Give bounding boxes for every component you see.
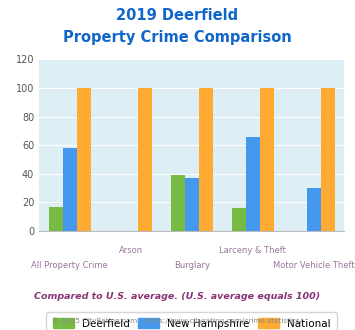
Text: Motor Vehicle Theft: Motor Vehicle Theft (273, 261, 355, 270)
Bar (77, 88, 91, 231)
Bar (49, 207, 62, 231)
Text: Larceny & Theft: Larceny & Theft (219, 246, 286, 255)
Bar (307, 188, 321, 231)
Bar (260, 88, 274, 231)
Text: All Property Crime: All Property Crime (31, 261, 108, 270)
Bar (185, 178, 199, 231)
Text: Burglary: Burglary (174, 261, 210, 270)
Text: © 2025 CityRating.com - https://www.cityrating.com/crime-statistics/: © 2025 CityRating.com - https://www.city… (53, 317, 302, 324)
Bar (246, 137, 260, 231)
Bar (321, 88, 335, 231)
Text: Property Crime Comparison: Property Crime Comparison (63, 30, 292, 45)
Bar (199, 88, 213, 231)
Bar (232, 208, 246, 231)
Legend: Deerfield, New Hampshire, National: Deerfield, New Hampshire, National (47, 312, 337, 330)
Text: Arson: Arson (119, 246, 143, 255)
Text: Compared to U.S. average. (U.S. average equals 100): Compared to U.S. average. (U.S. average … (34, 292, 321, 301)
Bar (62, 148, 77, 231)
Text: 2019 Deerfield: 2019 Deerfield (116, 8, 239, 23)
Bar (138, 88, 152, 231)
Bar (171, 175, 185, 231)
